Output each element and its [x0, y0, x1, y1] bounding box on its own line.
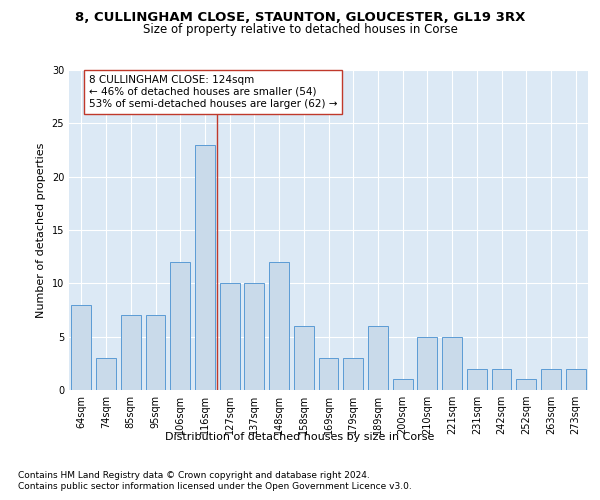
- Bar: [146, 316, 166, 390]
- Bar: [294, 326, 314, 390]
- Bar: [517, 380, 536, 390]
- Bar: [244, 284, 264, 390]
- Bar: [121, 316, 140, 390]
- Bar: [71, 304, 91, 390]
- Text: 8, CULLINGHAM CLOSE, STAUNTON, GLOUCESTER, GL19 3RX: 8, CULLINGHAM CLOSE, STAUNTON, GLOUCESTE…: [75, 11, 525, 24]
- Bar: [442, 336, 462, 390]
- Text: Contains HM Land Registry data © Crown copyright and database right 2024.: Contains HM Land Registry data © Crown c…: [18, 471, 370, 480]
- Bar: [343, 358, 363, 390]
- Text: Distribution of detached houses by size in Corse: Distribution of detached houses by size …: [166, 432, 434, 442]
- Bar: [418, 336, 437, 390]
- Bar: [170, 262, 190, 390]
- Bar: [393, 380, 413, 390]
- Bar: [96, 358, 116, 390]
- Bar: [319, 358, 338, 390]
- Bar: [269, 262, 289, 390]
- Bar: [566, 368, 586, 390]
- Bar: [195, 144, 215, 390]
- Bar: [220, 284, 239, 390]
- Bar: [541, 368, 561, 390]
- Bar: [491, 368, 511, 390]
- Text: Size of property relative to detached houses in Corse: Size of property relative to detached ho…: [143, 22, 457, 36]
- Y-axis label: Number of detached properties: Number of detached properties: [36, 142, 46, 318]
- Text: 8 CULLINGHAM CLOSE: 124sqm
← 46% of detached houses are smaller (54)
53% of semi: 8 CULLINGHAM CLOSE: 124sqm ← 46% of deta…: [89, 76, 337, 108]
- Text: Contains public sector information licensed under the Open Government Licence v3: Contains public sector information licen…: [18, 482, 412, 491]
- Bar: [368, 326, 388, 390]
- Bar: [467, 368, 487, 390]
